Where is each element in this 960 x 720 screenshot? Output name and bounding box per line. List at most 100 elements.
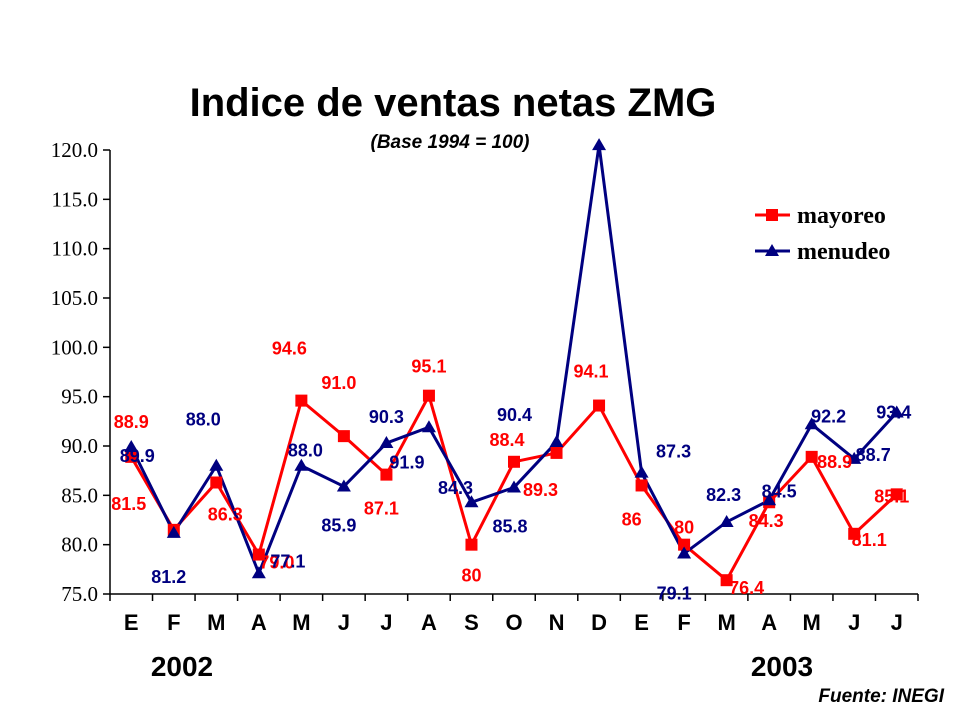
marker-mayoreo bbox=[465, 538, 478, 551]
marker-mayoreo bbox=[550, 446, 563, 459]
data-label-menudeo: 77.1 bbox=[270, 551, 305, 571]
legend-label-menudeo: menudeo bbox=[797, 239, 890, 265]
marker-menudeo bbox=[719, 514, 734, 527]
y-tick-label: 105.0 bbox=[51, 286, 98, 310]
marker-menudeo bbox=[762, 493, 777, 506]
x-tick-label: M bbox=[803, 610, 821, 635]
x-tick-label: A bbox=[421, 610, 437, 635]
data-label-mayoreo: 79.0 bbox=[259, 553, 294, 573]
legend-marker-menudeo bbox=[765, 244, 779, 256]
x-tick-label: D bbox=[591, 610, 607, 635]
marker-menudeo bbox=[804, 417, 819, 430]
marker-mayoreo bbox=[422, 389, 435, 402]
data-label-mayoreo: 88.9 bbox=[114, 412, 149, 432]
data-label-menudeo: 85.8 bbox=[492, 516, 527, 536]
x-tick-label: E bbox=[634, 610, 649, 635]
marker-menudeo bbox=[464, 495, 479, 508]
marker-menudeo bbox=[889, 405, 904, 418]
data-label-menudeo: 91.9 bbox=[389, 452, 424, 472]
y-tick-label: 80.0 bbox=[61, 533, 98, 557]
marker-menudeo bbox=[209, 458, 224, 471]
marker-menudeo bbox=[294, 458, 309, 471]
marker-menudeo bbox=[549, 435, 564, 448]
x-tick-label: M bbox=[717, 610, 735, 635]
y-tick-label: 85.0 bbox=[61, 483, 98, 507]
data-label-menudeo: 90.3 bbox=[369, 407, 404, 427]
data-label-mayoreo: 91.0 bbox=[321, 373, 356, 393]
data-label-menudeo: 88.7 bbox=[856, 445, 891, 465]
source-note: Fuente: INEGI bbox=[818, 686, 944, 707]
year-label-2003: 2003 bbox=[751, 651, 813, 682]
marker-menudeo bbox=[379, 436, 394, 449]
y-tick-label: 90.0 bbox=[61, 434, 98, 458]
marker-menudeo bbox=[677, 546, 692, 559]
marker-menudeo bbox=[124, 439, 139, 452]
marker-mayoreo bbox=[337, 430, 350, 443]
legend: mayoreo menudeo bbox=[755, 203, 890, 265]
legend-marker-mayoreo bbox=[766, 209, 778, 221]
data-label-mayoreo: 86.3 bbox=[208, 505, 243, 525]
marker-mayoreo bbox=[593, 399, 606, 412]
data-label-menudeo: 85.9 bbox=[321, 515, 356, 535]
data-label-mayoreo: 80 bbox=[461, 566, 481, 586]
marker-mayoreo bbox=[252, 548, 265, 561]
x-tick-label: E bbox=[124, 610, 139, 635]
x-tick-label: J bbox=[848, 610, 860, 635]
y-tick-label: 95.0 bbox=[61, 385, 98, 409]
chart-subtitle: (Base 1994 = 100) bbox=[371, 132, 530, 153]
x-tick-label: F bbox=[167, 610, 180, 635]
year-label-2002: 2002 bbox=[151, 651, 213, 682]
marker-menudeo bbox=[421, 420, 436, 433]
x-tick-label: O bbox=[505, 610, 522, 635]
marker-menudeo bbox=[847, 451, 862, 464]
x-tick-label: J bbox=[891, 610, 903, 635]
marker-mayoreo bbox=[890, 488, 903, 501]
data-label-mayoreo: 95.1 bbox=[411, 357, 446, 377]
x-tick-label: S bbox=[464, 610, 479, 635]
marker-menudeo bbox=[507, 480, 521, 493]
y-tick-label: 110.0 bbox=[52, 237, 98, 261]
data-label-mayoreo: 81.1 bbox=[852, 530, 887, 550]
marker-mayoreo bbox=[720, 574, 733, 587]
y-tick-label: 100.0 bbox=[51, 335, 98, 359]
data-label-mayoreo: 85.1 bbox=[874, 486, 909, 506]
marker-mayoreo bbox=[125, 450, 138, 463]
series-markers bbox=[124, 138, 904, 587]
line-menudeo bbox=[129, 144, 898, 578]
legend-label-mayoreo: mayoreo bbox=[797, 203, 886, 229]
data-label-menudeo: 79.1 bbox=[657, 584, 692, 604]
marker-menudeo bbox=[592, 138, 607, 151]
data-label-menudeo: 81.2 bbox=[151, 567, 186, 587]
data-label-mayoreo: 81.5 bbox=[111, 494, 146, 514]
x-tick-label: N bbox=[549, 610, 565, 635]
data-label-menudeo: 89.9 bbox=[120, 446, 155, 466]
data-label-menudeo: 82.3 bbox=[706, 485, 741, 505]
x-tick-label: A bbox=[761, 610, 777, 635]
marker-menudeo bbox=[336, 479, 351, 492]
data-label-mayoreo: 87.1 bbox=[364, 499, 399, 519]
data-labels: 88.9 81.5 86.3 79.0 94.6 91.0 87.1 95.1 80 88.4 89… bbox=[111, 339, 911, 604]
data-label-menudeo: 87.3 bbox=[656, 442, 691, 462]
x-tick-label: J bbox=[338, 610, 350, 635]
x-tick-label: A bbox=[251, 610, 267, 635]
chart-title: Indice de ventas netas ZMG bbox=[190, 81, 717, 125]
data-label-mayoreo: 80 bbox=[674, 518, 694, 538]
marker-mayoreo bbox=[678, 538, 691, 551]
marker-mayoreo bbox=[210, 476, 223, 489]
data-label-menudeo: 92.2 bbox=[811, 406, 846, 426]
marker-mayoreo bbox=[635, 479, 648, 492]
y-tick-label: 120.0 bbox=[51, 138, 98, 162]
marker-menudeo bbox=[634, 465, 649, 478]
data-label-menudeo: 90.4 bbox=[497, 405, 532, 425]
data-label-mayoreo: 86 bbox=[622, 509, 642, 529]
data-label-mayoreo: 94.6 bbox=[272, 339, 307, 359]
x-tick-label: F bbox=[677, 610, 690, 635]
data-label-mayoreo: 88.9 bbox=[817, 452, 852, 472]
x-tick-label: J bbox=[380, 610, 392, 635]
marker-mayoreo bbox=[295, 394, 308, 407]
data-label-mayoreo: 89.3 bbox=[523, 480, 558, 500]
data-label-menudeo: 93.4 bbox=[876, 402, 911, 422]
data-label-menudeo: 88.0 bbox=[186, 410, 221, 430]
data-label-menudeo: 84.3 bbox=[438, 478, 473, 498]
